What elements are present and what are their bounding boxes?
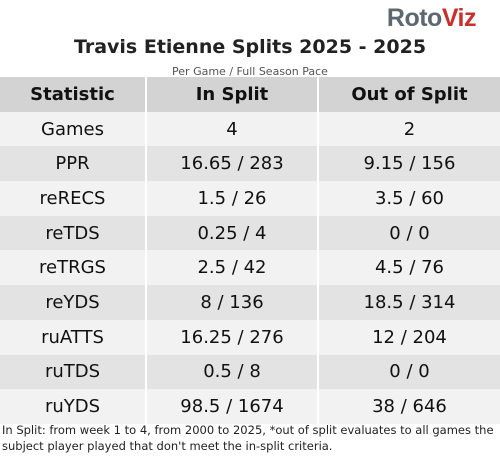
table-cell: 9.15 / 156 — [319, 146, 500, 182]
table: Statistic In Split Out of Split Games 4 2 PPR 1… — [0, 77, 500, 424]
table-cell: reYDS — [0, 285, 147, 320]
logo-text: Roto — [386, 4, 442, 32]
table-cell: 16.25 / 276 — [147, 319, 319, 355]
title: Travis Etienne Splits 2025 - 2025 — [73, 36, 427, 58]
table-cell: ruTDS — [0, 354, 147, 390]
table-row: reRECS 1.5 / 26 3.5 / 60 — [0, 181, 500, 216]
table-cell: 2.5 / 42 — [147, 250, 319, 286]
table-cell: reTRGS — [0, 250, 147, 286]
table-cell: 3.5 / 60 — [319, 181, 500, 216]
header-cell: In Split — [147, 77, 319, 112]
table-cell: 38 / 646 — [319, 389, 500, 424]
table-cell: 18.5 / 314 — [319, 285, 500, 320]
table-cell: Games — [0, 111, 147, 147]
table-row: PPR 16.65 / 283 9.15 / 156 — [0, 146, 500, 182]
table-cell: ruYDS — [0, 389, 147, 424]
table-row: Games 4 2 — [0, 111, 500, 147]
table-cell: reRECS — [0, 181, 147, 216]
table-row: ruATTS 16.25 / 276 12 / 204 — [0, 319, 500, 355]
table-cell: 8 / 136 — [147, 285, 319, 320]
table-cell: 0 / 0 — [319, 215, 500, 251]
table-cell: PPR — [0, 146, 147, 182]
table-cell: 2 — [319, 111, 500, 147]
logo-text: Viz — [441, 4, 477, 32]
table-cell: 12 / 204 — [319, 319, 500, 355]
table-cell: 4 — [147, 111, 319, 147]
table-row: reYDS 8 / 136 18.5 / 314 — [0, 285, 500, 320]
logo: RotoViz — [386, 4, 477, 33]
subtitle: Per Game / Full Season Pace — [172, 65, 328, 78]
table-cell: 4.5 / 76 — [319, 250, 500, 286]
table-cell: 0 / 0 — [319, 354, 500, 390]
header-cell: Statistic — [0, 77, 147, 112]
table-row: ruYDS 98.5 / 1674 38 / 646 — [0, 389, 500, 424]
table-cell: 98.5 / 1674 — [147, 389, 319, 424]
header-row: Statistic In Split Out of Split — [0, 77, 500, 112]
table-cell: ruATTS — [0, 319, 147, 355]
table-row: reTRGS 2.5 / 42 4.5 / 76 — [0, 250, 500, 286]
header-cell: Out of Split — [319, 77, 500, 112]
table-cell: 1.5 / 26 — [147, 181, 319, 216]
table-cell: reTDS — [0, 215, 147, 251]
table-cell: 0.5 / 8 — [147, 354, 319, 390]
footnote: In Split: from week 1 to 4, from 2000 to… — [2, 423, 494, 453]
table-cell: 0.25 / 4 — [147, 215, 319, 251]
table-cell: 16.65 / 283 — [147, 146, 319, 182]
